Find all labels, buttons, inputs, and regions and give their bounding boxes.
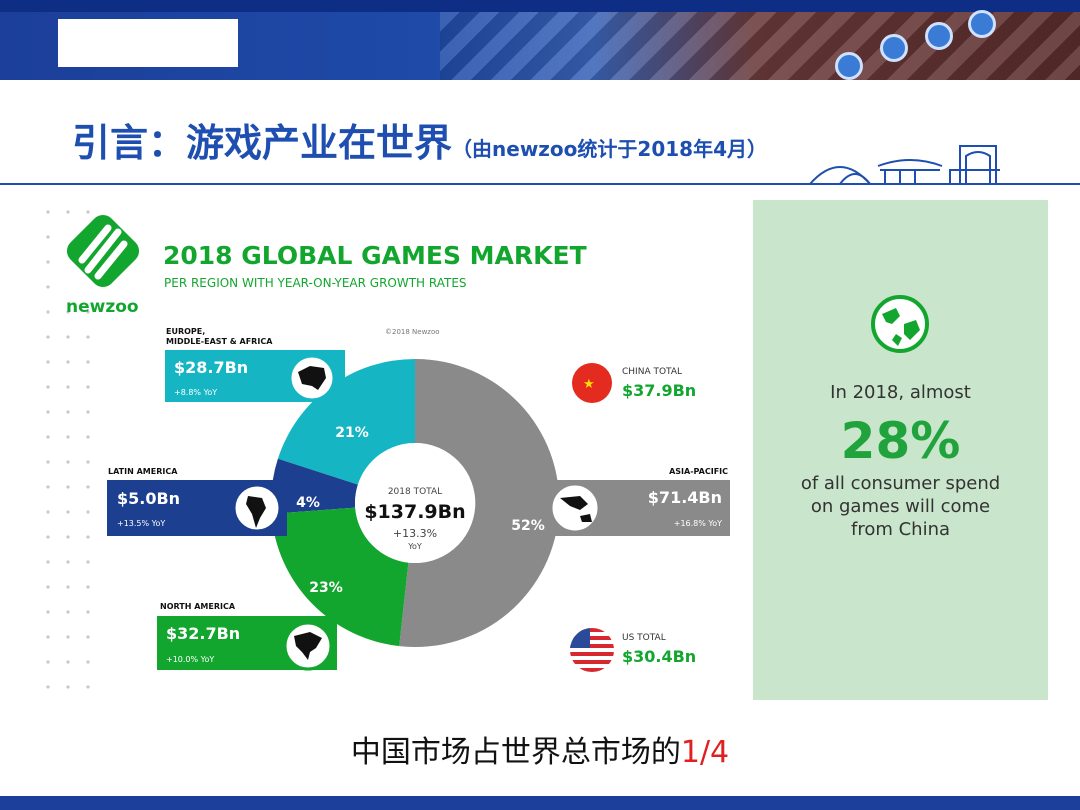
region-name-emea-line2: MIDDLE-EAST & AFRICA xyxy=(166,337,273,346)
region-value-latam: $5.0Bn xyxy=(117,489,180,508)
roof-ornament xyxy=(968,10,996,38)
china-flag-icon: ★ xyxy=(572,363,612,403)
south-america-map-icon xyxy=(232,483,282,533)
region-name-apac: ASIA-PACIFIC xyxy=(669,467,728,476)
center-total-growth: +13.3% xyxy=(393,527,437,540)
panel-description-line: on games will come xyxy=(810,496,991,517)
newzoo-logo-icon xyxy=(66,214,140,288)
europe-map-icon xyxy=(288,354,336,402)
panel-description-line: from China xyxy=(850,519,951,540)
donut-segment-apac xyxy=(399,358,560,647)
china-share-panel: In 2018, almost 28% of all consumer spen… xyxy=(753,200,1048,700)
svg-text:★: ★ xyxy=(583,377,595,392)
region-name-latam: LATIN AMERICA xyxy=(108,467,178,476)
share-label-apac: 52% xyxy=(511,518,545,534)
header-band xyxy=(0,0,1080,80)
panel-description-line: of all consumer spend xyxy=(800,473,1001,494)
us-total-value: $30.4Bn xyxy=(622,647,696,666)
region-growth-na: +10.0% YoY xyxy=(166,655,214,664)
caption-highlight: 1/4 xyxy=(680,735,730,770)
region-growth-emea: +8.8% YoY xyxy=(174,388,217,397)
region-name-emea-line1: EUROPE, xyxy=(166,327,205,336)
campus-gate-icon xyxy=(809,145,1000,185)
brand-name: newzoo xyxy=(66,297,139,317)
globe-icon xyxy=(871,295,929,353)
region-growth-latam: +13.5% YoY xyxy=(117,519,165,528)
donut-segment-na xyxy=(271,507,409,647)
share-label-na: 23% xyxy=(309,580,343,596)
slide-title: 引言：游戏产业在世界（由newzoo统计于2018年4月） xyxy=(72,112,767,167)
us-flag-icon xyxy=(570,628,614,672)
us-total-label: US TOTAL xyxy=(622,633,666,643)
region-growth-apac: +16.8% YoY xyxy=(674,519,722,528)
share-label-emea: 21% xyxy=(335,425,369,441)
footer-band xyxy=(0,796,1080,810)
roof-ornament xyxy=(835,52,863,80)
caption-main: 中国市场占世界总市场的 xyxy=(350,735,681,770)
region-value-na: $32.7Bn xyxy=(166,624,240,643)
slide-caption: 中国市场占世界总市场的1/4 xyxy=(0,727,1080,771)
panel-description: of all consumer spend on games will come… xyxy=(773,472,1028,541)
slide-title-main: 引言：游戏产业在世界 xyxy=(72,121,453,165)
roof-ornament xyxy=(925,22,953,50)
share-label-latam: 4% xyxy=(296,495,320,511)
header-top-line xyxy=(0,0,1080,12)
donut-segment-latam xyxy=(270,458,358,514)
copyright-label: ©2018 Newzoo xyxy=(385,328,440,336)
infographic-headline: 2018 GLOBAL GAMES MARKET xyxy=(163,241,587,270)
north-america-map-icon xyxy=(283,621,333,671)
region-value-emea: $28.7Bn xyxy=(174,358,248,377)
roof-ornament xyxy=(880,34,908,62)
infographic-canvas: newzoo 2018 GLOBAL GAMES MARKET PER REGI… xyxy=(66,214,730,672)
center-total-growth-unit: YoY xyxy=(407,542,422,551)
donut-chart xyxy=(270,358,560,647)
newzoo-infographic: newzoo 2018 GLOBAL GAMES MARKET PER REGI… xyxy=(40,200,740,700)
slide-title-sub: （由newzoo统计于2018年4月） xyxy=(452,137,767,161)
center-total-value: $137.9Bn xyxy=(364,501,465,523)
panel-lead-text: In 2018, almost xyxy=(830,382,971,403)
center-total-label: 2018 TOTAL xyxy=(388,487,442,497)
china-total-label: CHINA TOTAL xyxy=(622,367,682,377)
infographic-subheadline: PER REGION WITH YEAR-ON-YEAR GROWTH RATE… xyxy=(164,276,467,290)
region-value-apac: $71.4Bn xyxy=(648,488,722,507)
panel-big-percentage: 28% xyxy=(840,412,961,470)
logo-placeholder xyxy=(58,19,238,67)
region-name-na: NORTH AMERICA xyxy=(160,602,236,611)
china-total-value: $37.9Bn xyxy=(622,381,696,400)
asia-pacific-map-icon xyxy=(549,482,601,534)
donut-segment-emea xyxy=(277,359,415,485)
title-rule xyxy=(0,183,1080,185)
dot-grid xyxy=(46,210,90,689)
